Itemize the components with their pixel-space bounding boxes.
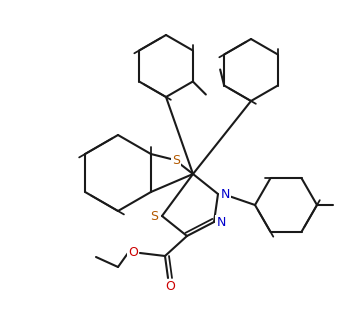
Text: O: O [165, 280, 175, 293]
Text: N: N [220, 188, 230, 201]
Text: N: N [216, 215, 226, 228]
Text: S: S [150, 210, 158, 223]
Text: O: O [128, 246, 138, 259]
Text: S: S [172, 153, 180, 166]
